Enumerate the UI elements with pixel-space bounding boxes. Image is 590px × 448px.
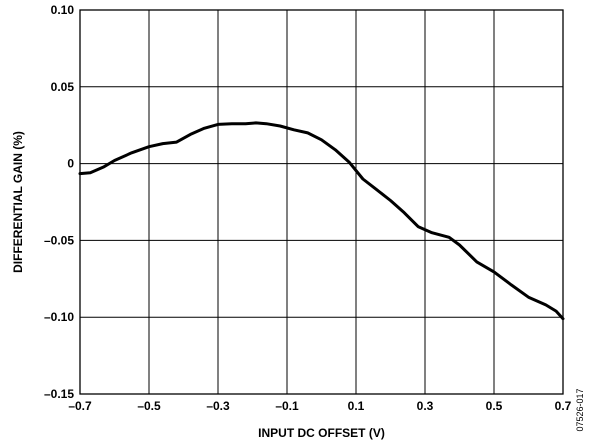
x-axis-label: INPUT DC OFFSET (V)	[258, 426, 385, 440]
y-tick-label: –0.10	[44, 310, 74, 324]
x-tick-label: –0.3	[206, 399, 230, 413]
y-tick-label: 0.10	[51, 3, 75, 17]
y-tick-labels: 0.10 0.05 0 –0.05 –0.10 –0.15	[44, 3, 74, 401]
plot-frame	[79, 9, 564, 395]
y-tick-label: –0.05	[44, 233, 74, 247]
series-line	[78, 121, 565, 321]
y-tick-label: 0.05	[51, 80, 75, 94]
grid	[79, 9, 564, 395]
x-tick-label: –0.7	[68, 399, 92, 413]
x-tick-label: 0.1	[348, 399, 365, 413]
x-tick-label: 0.5	[486, 399, 503, 413]
figure-id: 07526-017	[575, 388, 585, 431]
x-tick-labels: –0.7 –0.5 –0.3 –0.1 0.1 0.3 0.5 0.7	[68, 399, 571, 413]
y-axis-label: DIFFERENTIAL GAIN (%)	[11, 131, 25, 273]
x-tick-label: –0.5	[137, 399, 161, 413]
x-tick-label: –0.1	[275, 399, 299, 413]
y-tick-label: –0.15	[44, 387, 74, 401]
x-tick-label: 0.3	[417, 399, 434, 413]
y-tick-label: 0	[67, 157, 74, 171]
x-tick-label: 0.7	[555, 399, 572, 413]
